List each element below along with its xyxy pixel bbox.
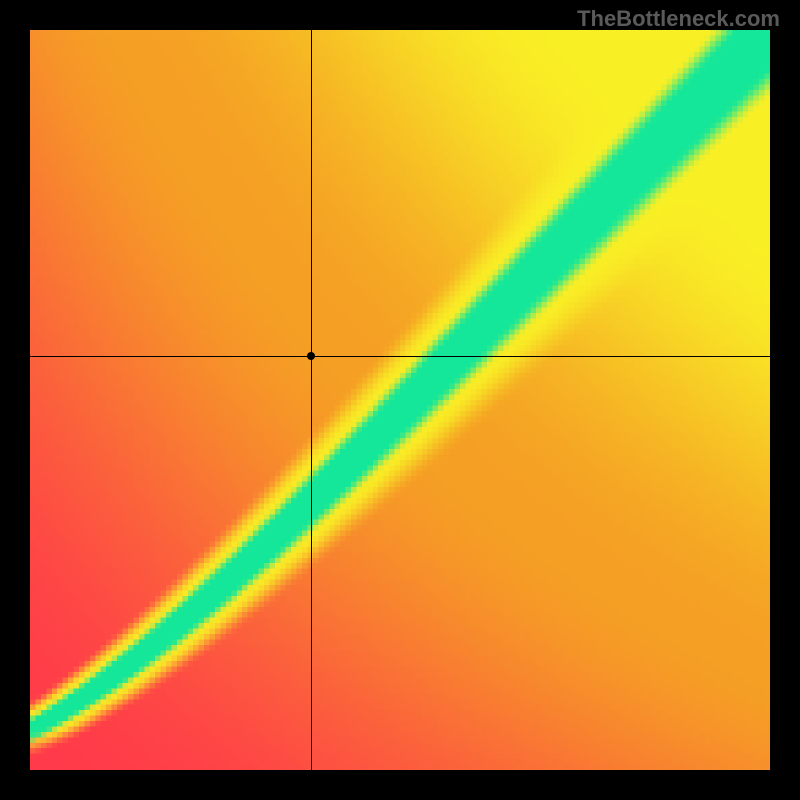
watermark-text: TheBottleneck.com [577,6,780,32]
chart-container: TheBottleneck.com [0,0,800,800]
heatmap-canvas [30,30,770,770]
crosshair-vertical [311,30,312,770]
crosshair-dot [307,352,315,360]
crosshair-horizontal [30,356,770,357]
